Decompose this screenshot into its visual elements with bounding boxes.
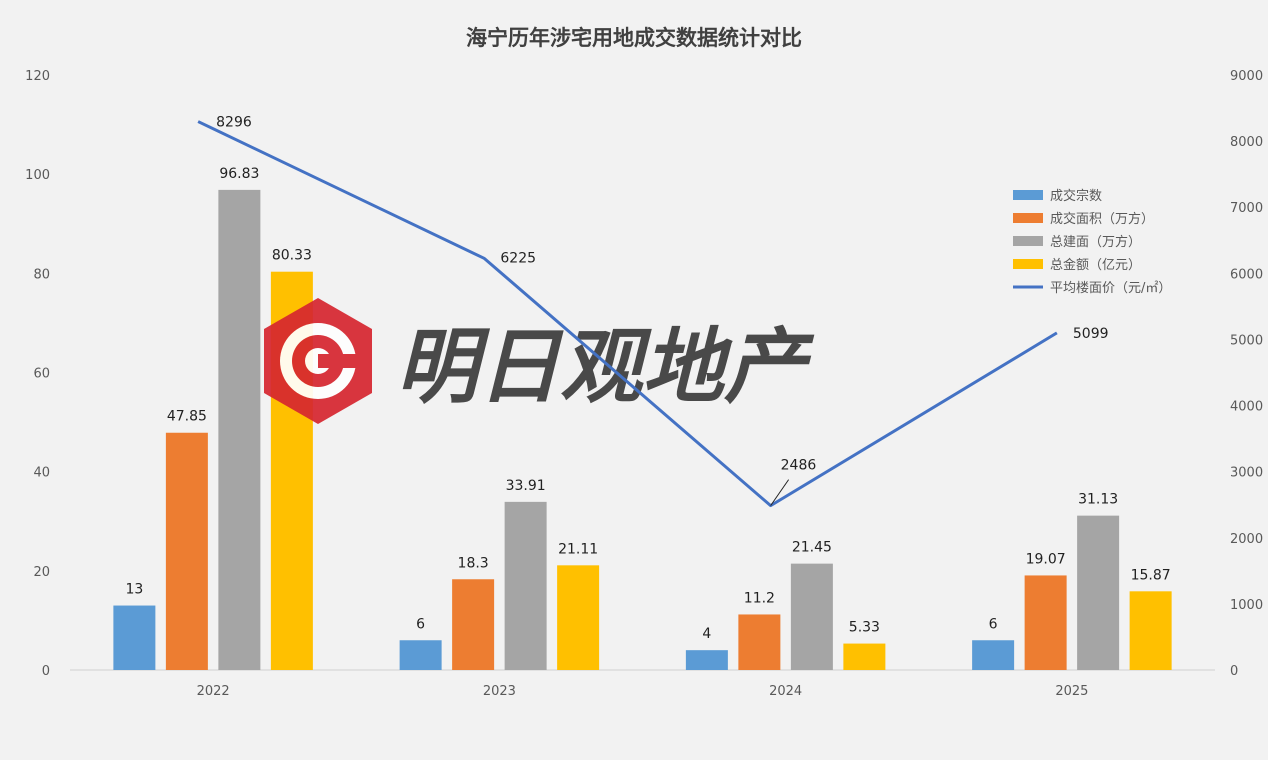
legend-label: 成交宗数 bbox=[1050, 188, 1102, 204]
bar bbox=[218, 189, 261, 670]
bar-data-label: 6 bbox=[416, 616, 425, 632]
bar bbox=[504, 501, 547, 670]
y-left-tick-label: 100 bbox=[25, 168, 50, 183]
y-left-tick-label: 120 bbox=[25, 69, 50, 84]
line-data-label: 8296 bbox=[216, 115, 252, 131]
bar bbox=[738, 614, 781, 670]
y-right-tick-label: 2000 bbox=[1230, 532, 1263, 547]
y-right-tick-label: 5000 bbox=[1230, 333, 1263, 348]
line-series-group: 8296 6225 2486 5099 bbox=[197, 115, 1109, 508]
watermark-logo bbox=[264, 298, 372, 424]
axes: 0 20 40 60 80 100 120 0 1000 2000 3000 4000 5000 6000… bbox=[25, 69, 1263, 699]
x-tick-label: 2023 bbox=[483, 684, 516, 699]
bar-data-label: 47.85 bbox=[167, 409, 207, 425]
y-right-tick-label: 0 bbox=[1230, 664, 1238, 679]
bar-data-label: 5.33 bbox=[849, 620, 880, 636]
bar-data-label: 4 bbox=[702, 626, 711, 642]
watermark-text: 明日观地产 bbox=[396, 320, 815, 415]
bar-labels-group: 13 47.85 96.83 80.33 6 18.3 33.91 21.11 4 11.2 21.… bbox=[125, 166, 1170, 642]
bar-data-label: 21.45 bbox=[792, 540, 832, 556]
bar bbox=[113, 605, 156, 670]
legend-swatch bbox=[1013, 259, 1043, 269]
bar bbox=[557, 565, 600, 670]
bar-data-label: 19.07 bbox=[1026, 551, 1066, 567]
bar-data-label: 6 bbox=[989, 616, 998, 632]
x-tick-label: 2024 bbox=[769, 684, 802, 699]
bar-data-label: 13 bbox=[125, 582, 143, 598]
bar bbox=[1129, 591, 1172, 670]
y-right-tick-label: 9000 bbox=[1230, 69, 1263, 84]
bar-data-label: 80.33 bbox=[272, 248, 312, 264]
y-left-tick-label: 80 bbox=[33, 267, 50, 282]
y-left-tick-label: 40 bbox=[33, 466, 50, 481]
y-right-tick-label: 8000 bbox=[1230, 135, 1263, 150]
chart-title: 海宁历年涉宅用地成交数据统计对比 bbox=[466, 26, 802, 50]
bar bbox=[1024, 575, 1067, 670]
bar-data-label: 15.87 bbox=[1131, 567, 1171, 583]
line-label-leader bbox=[770, 479, 790, 506]
legend-swatch bbox=[1013, 236, 1043, 246]
x-tick-label: 2025 bbox=[1055, 684, 1088, 699]
y-right-tick-label: 4000 bbox=[1230, 400, 1263, 415]
y-left-tick-label: 0 bbox=[42, 664, 50, 679]
y-right-tick-label: 1000 bbox=[1230, 598, 1263, 613]
bar bbox=[165, 432, 208, 670]
x-tick-label: 2022 bbox=[197, 684, 230, 699]
legend-label: 平均楼面价（元/㎡） bbox=[1050, 281, 1171, 296]
bar-data-label: 33.91 bbox=[506, 478, 546, 494]
legend-label: 总金额（亿元） bbox=[1050, 257, 1141, 273]
bar bbox=[452, 579, 495, 670]
bar-data-label: 21.11 bbox=[558, 541, 598, 557]
bar bbox=[972, 640, 1015, 670]
bar bbox=[399, 640, 442, 670]
legend-label: 成交面积（万方） bbox=[1050, 211, 1154, 227]
line-series-path bbox=[197, 120, 1058, 508]
legend-swatch bbox=[1013, 190, 1043, 200]
y-right-tick-label: 6000 bbox=[1230, 267, 1263, 282]
bar bbox=[790, 563, 833, 670]
legend-label: 总建面（万方） bbox=[1050, 234, 1141, 250]
y-right-tick-label: 7000 bbox=[1230, 201, 1263, 216]
bars-group bbox=[113, 189, 1172, 670]
bar bbox=[843, 643, 886, 670]
bar bbox=[685, 650, 728, 670]
bar-data-label: 18.3 bbox=[458, 555, 489, 571]
line-data-label: 6225 bbox=[500, 250, 536, 266]
legend-swatch bbox=[1013, 213, 1043, 223]
y-left-tick-label: 60 bbox=[33, 367, 50, 382]
y-left-tick-label: 20 bbox=[33, 565, 50, 580]
bar bbox=[1077, 515, 1120, 670]
bar-data-label: 11.2 bbox=[744, 590, 775, 606]
bar-data-label: 31.13 bbox=[1078, 492, 1118, 508]
line-data-label: 5099 bbox=[1073, 326, 1109, 342]
bar-data-label: 96.83 bbox=[219, 166, 259, 182]
watermark: 明日观地产 bbox=[264, 298, 815, 424]
y-right-tick-label: 3000 bbox=[1230, 466, 1263, 481]
line-data-label: 2486 bbox=[781, 458, 817, 474]
